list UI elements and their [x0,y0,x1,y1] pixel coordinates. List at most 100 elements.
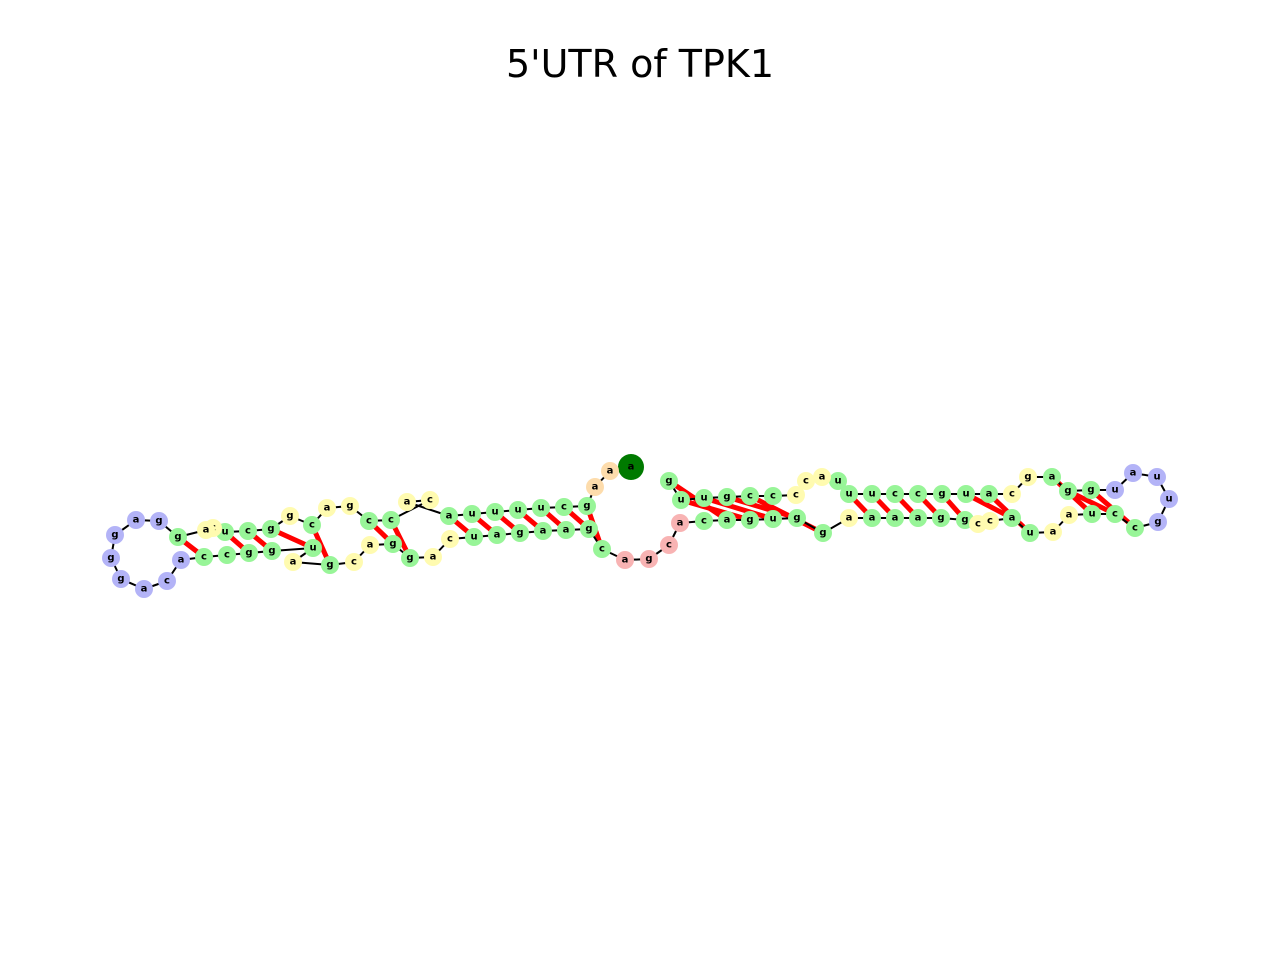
nucleotide-circle [102,549,120,567]
nucleotide-label: u [962,489,969,500]
nucleotide-circle [1003,509,1021,527]
nucleotide-circle [150,512,168,530]
nucleotide-circle [382,511,400,529]
nucleotide-43: a [424,548,442,566]
nucleotide-label: g [155,516,162,527]
nucleotide-circle [440,507,458,525]
nucleotide-circle [284,553,302,571]
nucleotide-label: a [1066,510,1073,521]
nucleotide-circle [424,548,442,566]
nucleotide-24: g [150,512,168,530]
nucleotide-6: u [509,501,527,519]
base-pair-17 [703,495,774,522]
nucleotide-93: u [840,485,858,503]
nucleotide-label: g [665,476,672,487]
nucleotide-label: g [107,553,114,564]
nucleotide-61: g [814,524,832,542]
nucleotide-circle [618,454,644,480]
nucleotide-86: c [1003,485,1021,503]
nucleotide-circle [169,528,187,546]
nucleotide-label: u [845,489,852,500]
nucleotide-label: c [1009,489,1015,500]
nucleotide-circle [586,478,604,496]
nucleotide-75: c [1106,505,1124,523]
nucleotide-39: c [345,553,363,571]
nucleotide-circle [262,520,280,538]
nucleotide-label: a [540,526,547,537]
nucleotide-label: u [309,543,316,554]
nucleotide-circle [398,493,416,511]
nucleotide-label: c [309,520,315,531]
nucleotide-circle [557,521,575,539]
nucleotide-label: a [203,525,210,536]
nucleotide-53: g [640,550,658,568]
nucleotide-58: g [741,511,759,529]
nucleotide-circle [672,491,690,509]
nucleotide-63: a [863,509,881,527]
nucleotide-label: a [324,503,331,514]
nucleotide-circle [263,542,281,560]
nucleotide-circle [660,536,678,554]
nucleotide-80: a [1124,464,1142,482]
nucleotide-label: g [1064,486,1071,497]
nucleotide-circle [957,485,975,503]
nucleotide-label: g [583,501,590,512]
nucleotide-circle [321,556,339,574]
nucleotide-circle [886,509,904,527]
nucleotide-label: a [446,511,453,522]
nucleotide-85: g [1019,468,1037,486]
nucleotide-label: a [869,513,876,524]
nucleotide-circle [127,511,145,529]
nucleotide-circle [303,516,321,534]
nucleotide-17: g [281,507,299,525]
nucleotide-circle [932,509,950,527]
nucleotide-label: u [537,503,544,514]
nucleotide-circle [840,509,858,527]
nucleotide-102: u [672,491,690,509]
nucleotide-label: a [622,555,629,566]
nucleotide-30: c [158,572,176,590]
nucleotides: aaagcuuuuaacccgacggcucaggagggacaccgguagc… [102,454,1178,598]
nucleotide-label: c [987,516,993,527]
nucleotide-circle [616,551,634,569]
nucleotide-64: a [886,509,904,527]
nucleotide-circle [197,521,215,539]
nucleotide-circle [384,535,402,553]
nucleotide-circle [401,549,419,567]
nucleotide-70: a [1003,509,1021,527]
nucleotide-label: a [724,515,731,526]
nucleotide-label: u [1153,472,1160,483]
nucleotide-circle [1124,464,1142,482]
nucleotide-54: c [660,536,678,554]
nucleotide-label: g [645,554,652,565]
nucleotide-circle [441,530,459,548]
nucleotide-circle [1082,481,1100,499]
nucleotide-label: g [286,511,293,522]
nucleotide-label: c [803,476,809,487]
nucleotide-label: a [563,525,570,536]
nucleotide-circle [933,485,951,503]
nucleotide-circle [488,526,506,544]
nucleotide-94: u [829,472,847,490]
nucleotide-circle [980,485,998,503]
nucleotide-74: u [1083,505,1101,523]
nucleotide-circle [158,572,176,590]
nucleotide-circle [580,520,598,538]
nucleotide-label: g [819,528,826,539]
nucleotide-circle [695,489,713,507]
nucleotide-label: g [961,515,968,526]
nucleotide-90: c [909,485,927,503]
nucleotide-38: g [321,556,339,574]
nucleotide-95: a [813,468,831,486]
nucleotide-96: c [797,472,815,490]
nucleotide-label: g [585,524,592,535]
nucleotide-label: c [164,576,170,587]
nucleotide-89: g [933,485,951,503]
nucleotide-34: g [240,544,258,562]
nucleotide-76: c [1126,519,1144,537]
nucleotide-circle [718,511,736,529]
nucleotide-circle [671,514,689,532]
nucleotide-32: c [195,548,213,566]
nucleotide-label: c [1132,523,1138,534]
